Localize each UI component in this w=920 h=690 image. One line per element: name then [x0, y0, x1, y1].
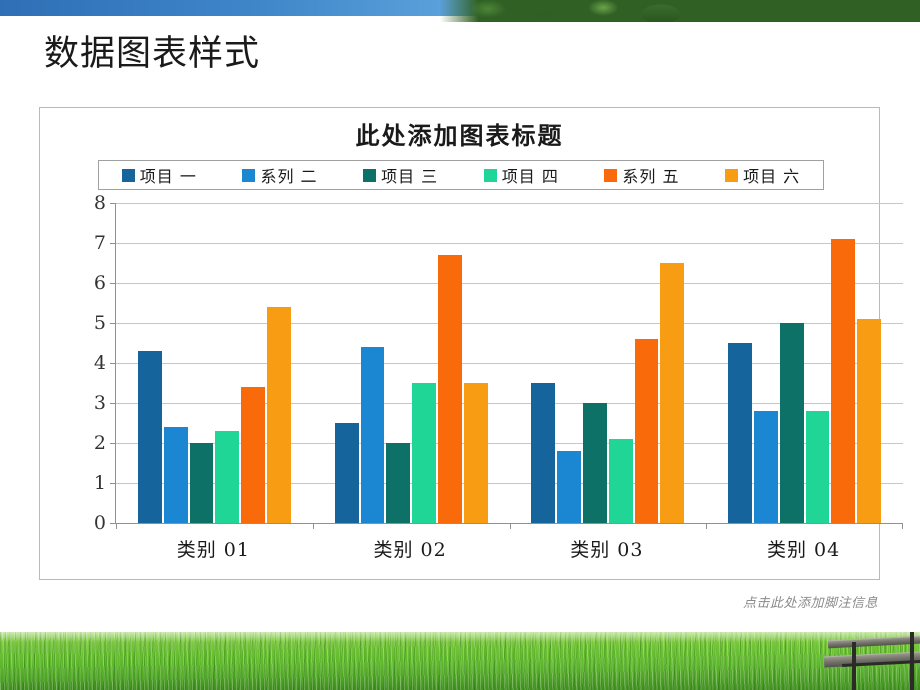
bar[interactable]	[857, 319, 882, 523]
bar[interactable]	[241, 387, 265, 523]
bar[interactable]	[557, 451, 582, 523]
y-tick-label: 5	[93, 312, 106, 334]
legend-label: 项目 六	[743, 167, 801, 186]
bar[interactable]	[531, 383, 556, 523]
bars-layer	[116, 203, 903, 529]
x-category-label: 类别 03	[570, 539, 644, 561]
legend-item[interactable]: 项目 四	[483, 163, 559, 187]
bar-group	[509, 203, 707, 529]
bar[interactable]	[215, 431, 240, 523]
page-title: 数据图表样式	[44, 34, 261, 74]
legend-label: 系列 二	[260, 167, 318, 186]
legend-swatch-icon	[363, 168, 377, 182]
bar[interactable]	[831, 239, 856, 523]
bar[interactable]	[463, 383, 488, 523]
legend-label: 系列 五	[622, 167, 680, 186]
legend-label: 项目 三	[381, 167, 439, 186]
plot-area	[110, 203, 903, 529]
bar[interactable]	[634, 339, 659, 523]
bar[interactable]	[805, 411, 830, 523]
top-decoration-band	[0, 0, 920, 22]
gridline	[116, 443, 903, 444]
bar[interactable]	[412, 383, 436, 523]
legend-label: 项目 四	[501, 167, 559, 186]
y-tickmark	[110, 443, 116, 444]
legend-item[interactable]: 项目 一	[121, 163, 197, 187]
chart-title: 此处添加图表标题	[355, 121, 564, 150]
bar[interactable]	[163, 427, 188, 523]
gridline	[116, 323, 903, 324]
x-category-label: 类别 02	[373, 539, 447, 561]
bar[interactable]	[266, 307, 291, 523]
x-tickmark	[902, 523, 903, 529]
x-tickmark	[116, 523, 117, 529]
bar[interactable]	[728, 343, 753, 523]
legend-item[interactable]: 项目 六	[725, 163, 800, 187]
bench-image	[823, 632, 920, 690]
x-tickmark	[312, 523, 314, 529]
grass-highlight	[0, 632, 920, 642]
plot-wrapper: 8 7 6 5 4 3 2 1 0 类别 01 类别 02 类别 03 类别 04	[40, 192, 903, 579]
bar[interactable]	[660, 263, 685, 523]
legend-label: 项目 一	[139, 167, 197, 186]
y-tick-label: 6	[93, 272, 106, 294]
bar-group	[312, 203, 510, 529]
bar[interactable]	[754, 411, 778, 523]
legend-item[interactable]: 系列 五	[604, 163, 679, 187]
legend-item[interactable]: 系列 二	[242, 163, 317, 187]
foliage-image	[440, 0, 920, 22]
gridline	[116, 203, 903, 204]
bar[interactable]	[386, 443, 411, 523]
legend-swatch-icon	[604, 168, 618, 182]
y-tick-label: 0	[93, 512, 106, 534]
chart-container[interactable]: 此处添加图表标题 项目 一 系列 二 项目 三 项目 四 系列 五 项目 六 8 7 6 5 4 3…	[39, 107, 903, 580]
y-axis: 8 7 6 5 4 3 2 1 0	[80, 192, 106, 534]
chart-legend[interactable]: 项目 一 系列 二 项目 三 项目 四 系列 五 项目 六	[98, 160, 824, 190]
y-tick-label: 1	[93, 472, 106, 494]
y-tickmark	[110, 483, 116, 484]
legend-swatch-icon	[121, 168, 135, 182]
bottom-grass-band	[0, 632, 920, 690]
y-tick-label: 7	[93, 232, 106, 254]
legend-swatch-icon	[242, 168, 256, 182]
gridline	[116, 483, 903, 484]
y-tickmark	[110, 243, 116, 244]
y-tickmark	[110, 323, 116, 324]
y-tickmark	[110, 363, 116, 364]
y-tickmark	[110, 283, 116, 284]
legend-swatch-icon	[725, 168, 739, 182]
footnote-text: 点击此处添加脚注信息	[742, 596, 878, 611]
y-tick-label: 3	[93, 392, 106, 414]
bar-group	[706, 203, 903, 529]
y-tickmark	[110, 523, 116, 524]
bar[interactable]	[360, 347, 385, 523]
x-category-label: 类别 01	[176, 539, 250, 561]
gridline	[116, 363, 903, 364]
y-tick-label: 4	[93, 352, 106, 374]
bar[interactable]	[608, 439, 633, 523]
bar[interactable]	[779, 323, 804, 523]
y-tickmark	[110, 203, 116, 204]
legend-item[interactable]: 项目 三	[363, 163, 438, 187]
x-axis: 类别 01 类别 02 类别 03 类别 04	[115, 535, 902, 562]
bar[interactable]	[334, 423, 359, 523]
bar[interactable]	[189, 443, 214, 523]
bar[interactable]	[583, 403, 607, 523]
y-tick-label: 2	[93, 432, 106, 454]
x-tickmark	[706, 523, 708, 529]
bar-group	[116, 203, 313, 529]
bar[interactable]	[137, 351, 162, 523]
x-category-label: 类别 04	[767, 539, 841, 561]
x-tickmark	[509, 523, 511, 529]
gridline	[116, 403, 903, 404]
bar[interactable]	[437, 255, 462, 523]
y-tickmark	[110, 403, 116, 404]
y-tick-label: 8	[93, 192, 106, 214]
gridline	[116, 243, 903, 244]
legend-swatch-icon	[483, 168, 497, 182]
gridline	[116, 283, 903, 284]
